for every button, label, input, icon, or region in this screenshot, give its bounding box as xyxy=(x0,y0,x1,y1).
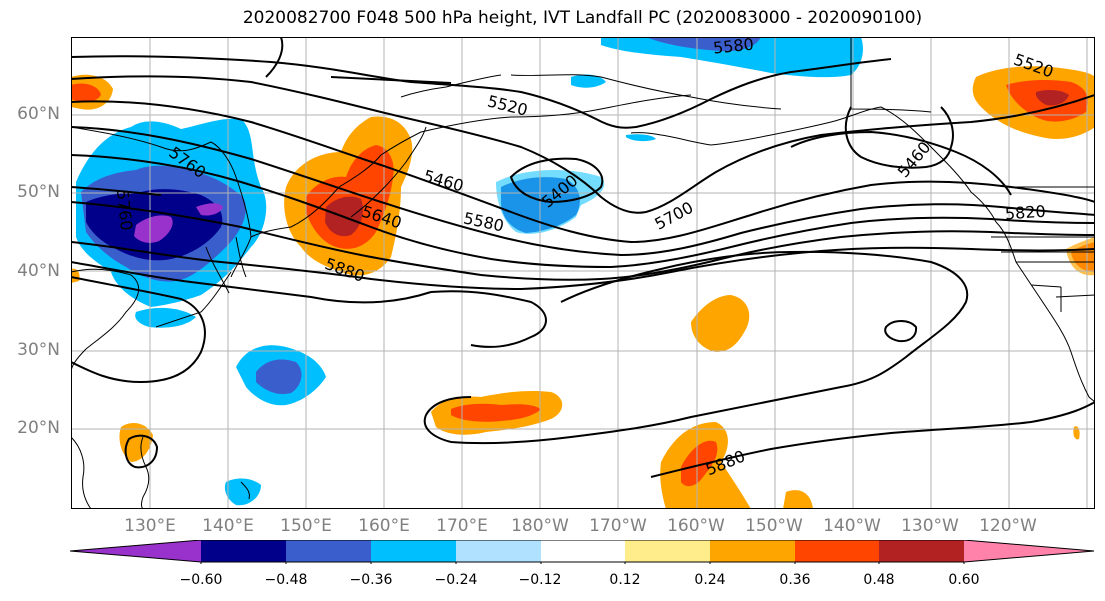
lon-label: 160°W xyxy=(667,516,725,536)
colorbar-segment xyxy=(70,540,201,562)
lon-label: 130°W xyxy=(901,516,959,536)
lat-label: 30°N xyxy=(17,340,60,360)
colorbar-tick-label: −0.12 xyxy=(518,572,562,588)
colorbar-segment xyxy=(795,540,879,562)
contour-label: 5580 xyxy=(712,37,754,58)
colorbar-segment xyxy=(710,540,795,562)
colorbar-segment xyxy=(286,540,371,562)
colorbar-tick-label: −0.48 xyxy=(264,572,308,588)
map-panel: 5580 5520 5520 5760 5460 5400 5640 5580 … xyxy=(71,37,1095,509)
lon-label: 170°W xyxy=(589,516,647,536)
map-title: 2020082700 F048 500 hPa height, IVT Land… xyxy=(242,8,923,28)
lat-label: 50°N xyxy=(17,182,60,202)
lon-label: 130°E xyxy=(124,516,176,536)
colorbar-tick-label: −0.36 xyxy=(349,572,393,588)
contour-label: 5820 xyxy=(1004,202,1046,224)
lat-label: 20°N xyxy=(17,418,60,438)
lon-label: 170°E xyxy=(436,516,488,536)
colorbar-tick-label: −0.24 xyxy=(434,572,478,588)
height-contours xyxy=(71,37,1095,478)
ivt-shading xyxy=(71,37,1095,509)
lon-label: 150°E xyxy=(280,516,332,536)
colorbar-segment xyxy=(201,540,286,562)
colorbar-tick-label: 0.36 xyxy=(779,572,811,588)
colorbar-tick-label: 0.60 xyxy=(948,572,980,588)
colorbar xyxy=(70,540,1095,564)
colorbar-segment xyxy=(625,540,710,562)
colorbar-segment xyxy=(541,540,625,562)
colorbar-tick-label: 0.48 xyxy=(863,572,895,588)
colorbar-tick-label: −0.60 xyxy=(179,572,223,588)
lon-label: 140°W xyxy=(823,516,881,536)
lon-label: 180°W xyxy=(511,516,569,536)
lon-label: 150°W xyxy=(745,516,803,536)
colorbar-segment xyxy=(456,540,541,562)
colorbar-tick-label: 0.24 xyxy=(694,572,726,588)
colorbar-segment xyxy=(964,540,1094,562)
colorbar-segment xyxy=(371,540,456,562)
colorbar-segment xyxy=(879,540,964,562)
lat-label: 60°N xyxy=(17,104,60,124)
lon-label: 140°E xyxy=(202,516,254,536)
contour-label: 5760 xyxy=(113,189,136,231)
lat-label: 40°N xyxy=(17,261,60,281)
lon-label: 120°W xyxy=(979,516,1037,536)
lon-label: 160°E xyxy=(358,516,410,536)
colorbar-tick-label: 0.12 xyxy=(609,572,641,588)
